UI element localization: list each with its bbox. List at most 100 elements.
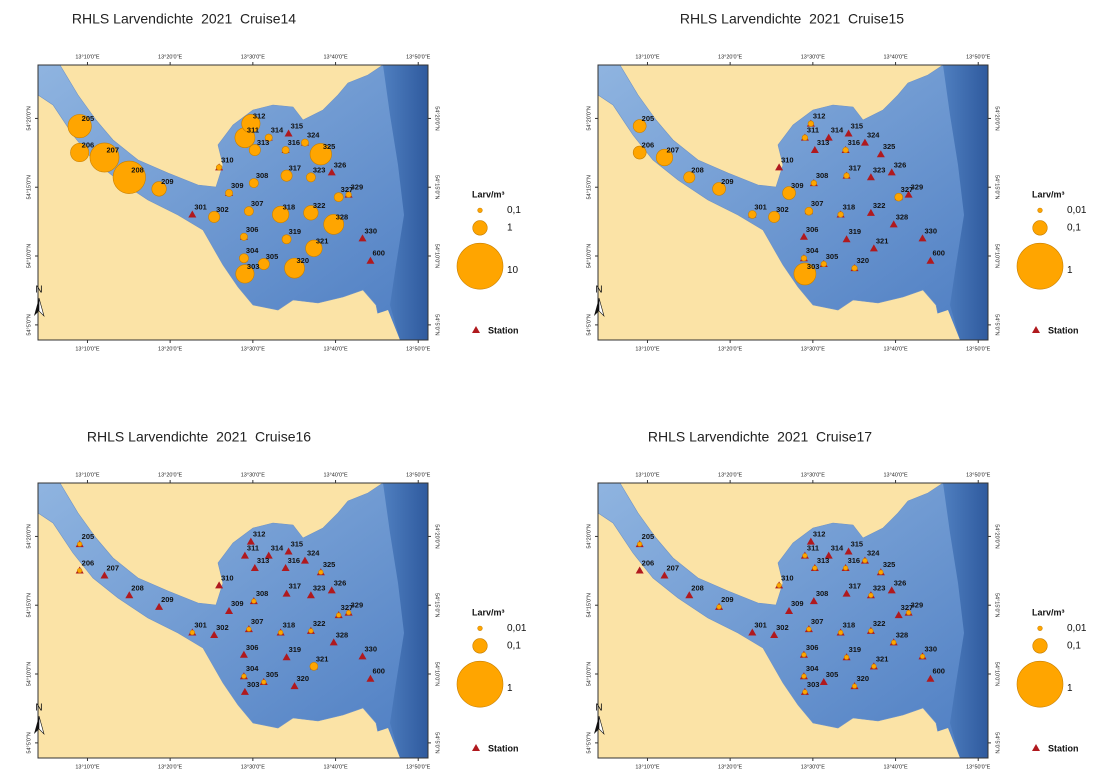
- north-label: N: [35, 285, 42, 296]
- station-label: 314: [831, 126, 844, 135]
- station-label: 600: [372, 249, 385, 258]
- station-label: 329: [351, 183, 364, 192]
- station-label: 322: [313, 619, 326, 628]
- station-label: 330: [365, 644, 378, 653]
- station-label: 303: [247, 262, 260, 271]
- legend-station-label: Station: [1048, 325, 1079, 335]
- station-label: 310: [221, 155, 234, 164]
- station-label: 322: [313, 201, 326, 210]
- lat-label: 54°5'0"N: [434, 732, 440, 753]
- lat-label: 54°20'0"N: [434, 106, 440, 130]
- station-label: 322: [873, 201, 886, 210]
- density-bubble: [844, 173, 850, 179]
- station-label: 328: [336, 212, 349, 221]
- station-label: 308: [256, 171, 269, 180]
- map-title: RHLS Larvendichte 2021 Cruise17: [648, 429, 872, 445]
- station-label: 303: [247, 680, 260, 689]
- legend-bubble: [473, 221, 488, 236]
- lon-label: 13°40'0"E: [323, 764, 347, 769]
- legend-label: 0,01: [1067, 623, 1087, 634]
- density-bubble: [920, 654, 925, 659]
- density-bubble: [252, 599, 257, 604]
- legend-bubble: [473, 639, 488, 654]
- lon-label: 13°50'0"E: [406, 54, 430, 60]
- lon-label: 13°30'0"E: [801, 764, 825, 769]
- station-label: 301: [754, 620, 767, 629]
- map-title: RHLS Larvendichte 2021 Cruise16: [87, 429, 311, 445]
- lon-label: 13°20'0"E: [158, 472, 182, 478]
- station-label: 306: [806, 643, 819, 652]
- lat-label: 54°5'0"N: [26, 314, 32, 335]
- station-label: 303: [807, 262, 820, 271]
- station-label: 313: [817, 138, 830, 147]
- legend-label: 0,01: [507, 623, 527, 634]
- station-label: 308: [256, 589, 269, 598]
- lat-label: 54°15'0"N: [26, 175, 32, 199]
- lon-label: 13°20'0"E: [718, 472, 742, 478]
- density-bubble: [838, 212, 844, 218]
- density-bubble: [319, 570, 324, 575]
- station-label: 312: [813, 530, 826, 539]
- legend-label: 1: [1067, 683, 1073, 694]
- map-panel: RHLS Larvendichte 2021 Cruise1413°10'0"E…: [0, 0, 544, 351]
- lon-label: 13°20'0"E: [718, 346, 742, 351]
- legend-bubble: [478, 626, 483, 631]
- lon-label: 13°20'0"E: [718, 764, 742, 769]
- north-label: N: [595, 703, 602, 714]
- density-bubble: [777, 583, 782, 588]
- station-label: 317: [289, 582, 302, 591]
- station-label: 325: [883, 142, 896, 151]
- station-label: 207: [666, 563, 679, 572]
- north-label: N: [595, 285, 602, 296]
- station-label: 326: [894, 578, 907, 587]
- lat-label: 54°20'0"N: [994, 106, 1000, 130]
- legend-station-label: Station: [488, 743, 519, 753]
- station-label: 318: [283, 202, 296, 211]
- station-label: 312: [253, 112, 266, 121]
- station-label: 307: [811, 617, 824, 626]
- map-panel: RHLS Larvendichte 2021 Cruise1713°10'0"E…: [560, 418, 1104, 769]
- station-label: 312: [253, 530, 266, 539]
- lon-label: 13°40'0"E: [323, 346, 347, 351]
- legend-bubble: [1038, 208, 1043, 213]
- lon-label: 13°10'0"E: [75, 472, 99, 478]
- lon-label: 13°50'0"E: [966, 472, 990, 478]
- density-bubble: [869, 593, 874, 598]
- density-bubble: [748, 210, 756, 218]
- station-label: 310: [221, 573, 234, 582]
- density-bubble: [838, 630, 843, 635]
- density-bubble: [807, 627, 812, 632]
- lat-label: 54°20'0"N: [434, 524, 440, 548]
- legend-title: Larv/m³: [472, 607, 505, 617]
- lon-label: 13°30'0"E: [241, 472, 265, 478]
- station-label: 316: [288, 138, 301, 147]
- legend-title: Larv/m³: [472, 189, 505, 199]
- density-bubble: [803, 553, 808, 558]
- density-bubble: [77, 542, 82, 547]
- station-label: 301: [194, 202, 207, 211]
- station-label: 326: [334, 578, 347, 587]
- station-label: 307: [251, 617, 264, 626]
- station-label: 600: [932, 249, 945, 258]
- lon-label: 13°40'0"E: [323, 54, 347, 60]
- station-label: 302: [216, 205, 229, 214]
- station-label: 317: [289, 164, 302, 173]
- lon-label: 13°40'0"E: [883, 346, 907, 351]
- density-bubble: [852, 265, 858, 271]
- station-label: 208: [131, 583, 144, 592]
- lon-label: 13°20'0"E: [158, 764, 182, 769]
- station-label: 205: [642, 114, 655, 123]
- density-bubble: [872, 664, 877, 669]
- density-bubble: [879, 570, 884, 575]
- density-bubble: [802, 652, 807, 657]
- station-label: 330: [925, 226, 938, 235]
- station-label: 316: [288, 556, 301, 565]
- legend-station-label: Station: [488, 325, 519, 335]
- station-label: 309: [791, 599, 804, 608]
- legend-bubble: [457, 661, 503, 707]
- station-label: 315: [291, 122, 304, 131]
- lat-label: 54°10'0"N: [586, 662, 592, 686]
- station-label: 314: [831, 544, 844, 553]
- lon-label: 13°40'0"E: [883, 472, 907, 478]
- density-bubble: [801, 255, 807, 261]
